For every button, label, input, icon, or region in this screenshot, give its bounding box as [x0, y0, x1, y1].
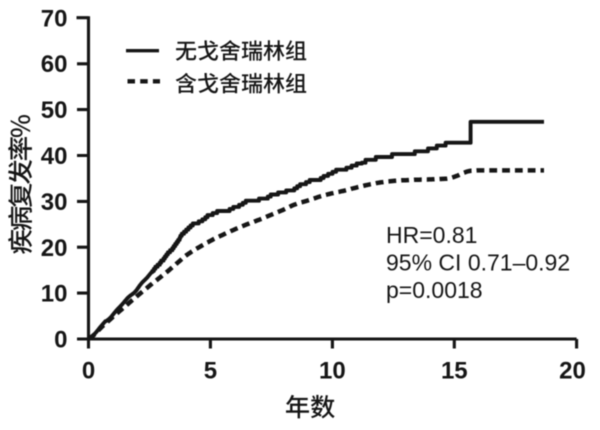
svg-text:15: 15: [441, 358, 468, 385]
svg-text:30: 30: [41, 189, 68, 216]
svg-text:HR=0.81: HR=0.81: [386, 222, 477, 248]
svg-text:p=0.0018: p=0.0018: [386, 277, 483, 303]
svg-text:0: 0: [82, 358, 95, 385]
svg-text:60: 60: [41, 51, 68, 78]
svg-text:50: 50: [41, 97, 68, 124]
svg-text:70: 70: [41, 5, 68, 32]
svg-text:40: 40: [41, 143, 68, 170]
svg-text:10: 10: [41, 281, 68, 308]
svg-text:5: 5: [204, 358, 217, 385]
svg-text:95% CI 0.71–0.92: 95% CI 0.71–0.92: [386, 250, 570, 276]
svg-text:0: 0: [54, 327, 67, 354]
svg-text:20: 20: [41, 235, 68, 262]
svg-text:20: 20: [559, 358, 586, 385]
svg-text:10: 10: [319, 358, 346, 385]
